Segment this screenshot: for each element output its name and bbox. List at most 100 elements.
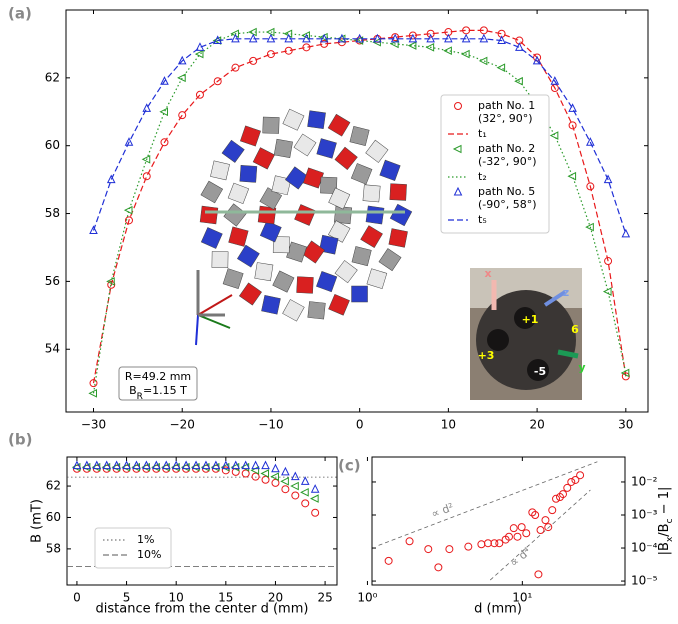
marker bbox=[434, 563, 443, 572]
marker bbox=[425, 43, 435, 52]
marker bbox=[284, 46, 293, 55]
marker bbox=[621, 228, 631, 238]
legend-label: path No. 1 bbox=[478, 99, 535, 112]
magnet-cube bbox=[254, 262, 274, 282]
marker bbox=[490, 539, 499, 548]
marker bbox=[509, 524, 518, 533]
legend-label: (-90°, 58°) bbox=[478, 198, 537, 211]
marker bbox=[112, 460, 121, 470]
photo-sphere bbox=[476, 290, 576, 390]
marker bbox=[586, 182, 595, 191]
magnet-cube bbox=[228, 226, 249, 247]
marker bbox=[478, 56, 488, 66]
marker bbox=[514, 76, 523, 86]
marker bbox=[563, 483, 572, 492]
marker bbox=[142, 172, 151, 181]
plot-frame bbox=[371, 456, 626, 586]
legend-label: path No. 5 bbox=[478, 185, 535, 198]
marker bbox=[571, 475, 580, 484]
y-tick-label: 58 bbox=[45, 206, 60, 220]
marker bbox=[82, 460, 92, 470]
marker bbox=[405, 537, 414, 546]
marker bbox=[142, 103, 152, 112]
annotation-part: R=49.2 mm bbox=[125, 370, 191, 383]
marker bbox=[424, 545, 433, 554]
photo-label: x bbox=[484, 267, 491, 280]
y-axis-label-part: − 1| bbox=[657, 487, 672, 519]
marker bbox=[445, 545, 454, 554]
annotation-box bbox=[118, 366, 198, 401]
marker bbox=[266, 50, 275, 59]
marker bbox=[384, 556, 393, 565]
marker bbox=[88, 389, 98, 398]
magnet-cube bbox=[294, 204, 316, 226]
guide-line bbox=[489, 489, 591, 581]
x-tick-label: −20 bbox=[170, 418, 195, 432]
magnet-cube bbox=[272, 270, 295, 293]
y-tick-label: 10⁻² bbox=[631, 474, 658, 488]
legend-label: t₁ bbox=[478, 127, 487, 140]
magnet-cube bbox=[301, 240, 325, 264]
y-tick-label: 62 bbox=[45, 70, 60, 84]
marker bbox=[231, 63, 240, 72]
marker bbox=[496, 63, 506, 72]
y-tick-label: 58 bbox=[46, 541, 61, 555]
magnet-cube bbox=[223, 203, 247, 227]
marker bbox=[477, 540, 486, 549]
legend-label: t₂ bbox=[478, 170, 487, 183]
marker bbox=[265, 27, 275, 37]
magnet-cube bbox=[296, 276, 314, 294]
y-tick-label: 60 bbox=[45, 138, 60, 152]
marker bbox=[464, 542, 473, 551]
x-tick-label: 5 bbox=[123, 591, 131, 605]
magnet-cube bbox=[327, 113, 351, 137]
illustrations bbox=[195, 108, 582, 400]
marker bbox=[102, 460, 112, 470]
axis-arrow bbox=[197, 294, 233, 316]
guide-line bbox=[378, 461, 598, 546]
magnet-cube bbox=[334, 146, 358, 170]
marker bbox=[548, 506, 557, 515]
legend-label: (-32°, 90°) bbox=[478, 155, 537, 168]
magnet-cube bbox=[360, 225, 383, 248]
y-axis-label-part: |B bbox=[657, 542, 672, 555]
magnet-cube bbox=[210, 160, 230, 181]
photo-hole bbox=[527, 359, 549, 381]
photo-label: y bbox=[578, 361, 585, 374]
marker bbox=[513, 532, 522, 541]
marker bbox=[568, 121, 577, 130]
marker bbox=[241, 469, 250, 478]
marker bbox=[191, 460, 201, 470]
panel-label: (b) bbox=[8, 431, 32, 449]
marker bbox=[92, 460, 102, 470]
y-axis-label: |Bx/Bc − 1| bbox=[657, 487, 675, 556]
marker bbox=[301, 31, 310, 40]
photo-label: 6 bbox=[571, 323, 579, 336]
marker bbox=[152, 460, 161, 470]
legend-box bbox=[440, 94, 550, 234]
marker bbox=[504, 532, 513, 541]
legend-box bbox=[94, 527, 172, 569]
marker bbox=[141, 154, 151, 164]
photo-label: +1 bbox=[522, 313, 539, 326]
photo-axis bbox=[557, 349, 579, 359]
fit-line bbox=[92, 31, 627, 394]
magnet-cube bbox=[389, 203, 413, 227]
x-tick-label: 25 bbox=[317, 591, 332, 605]
x-axis-label: distance from the center d (mm) bbox=[96, 602, 309, 617]
marker bbox=[552, 494, 561, 503]
marker bbox=[194, 49, 204, 59]
magnet-cube bbox=[365, 139, 389, 163]
marker bbox=[271, 463, 280, 473]
marker bbox=[541, 516, 550, 525]
marker bbox=[300, 488, 309, 497]
y-tick-label: 10⁻³ bbox=[631, 507, 658, 521]
magnet-cube bbox=[200, 180, 224, 204]
magnet-cube bbox=[307, 301, 326, 320]
marker bbox=[544, 523, 553, 532]
marker bbox=[567, 477, 576, 486]
marker bbox=[213, 77, 222, 86]
photo-label: z bbox=[563, 286, 569, 299]
marker bbox=[177, 55, 187, 65]
marker bbox=[302, 43, 311, 52]
